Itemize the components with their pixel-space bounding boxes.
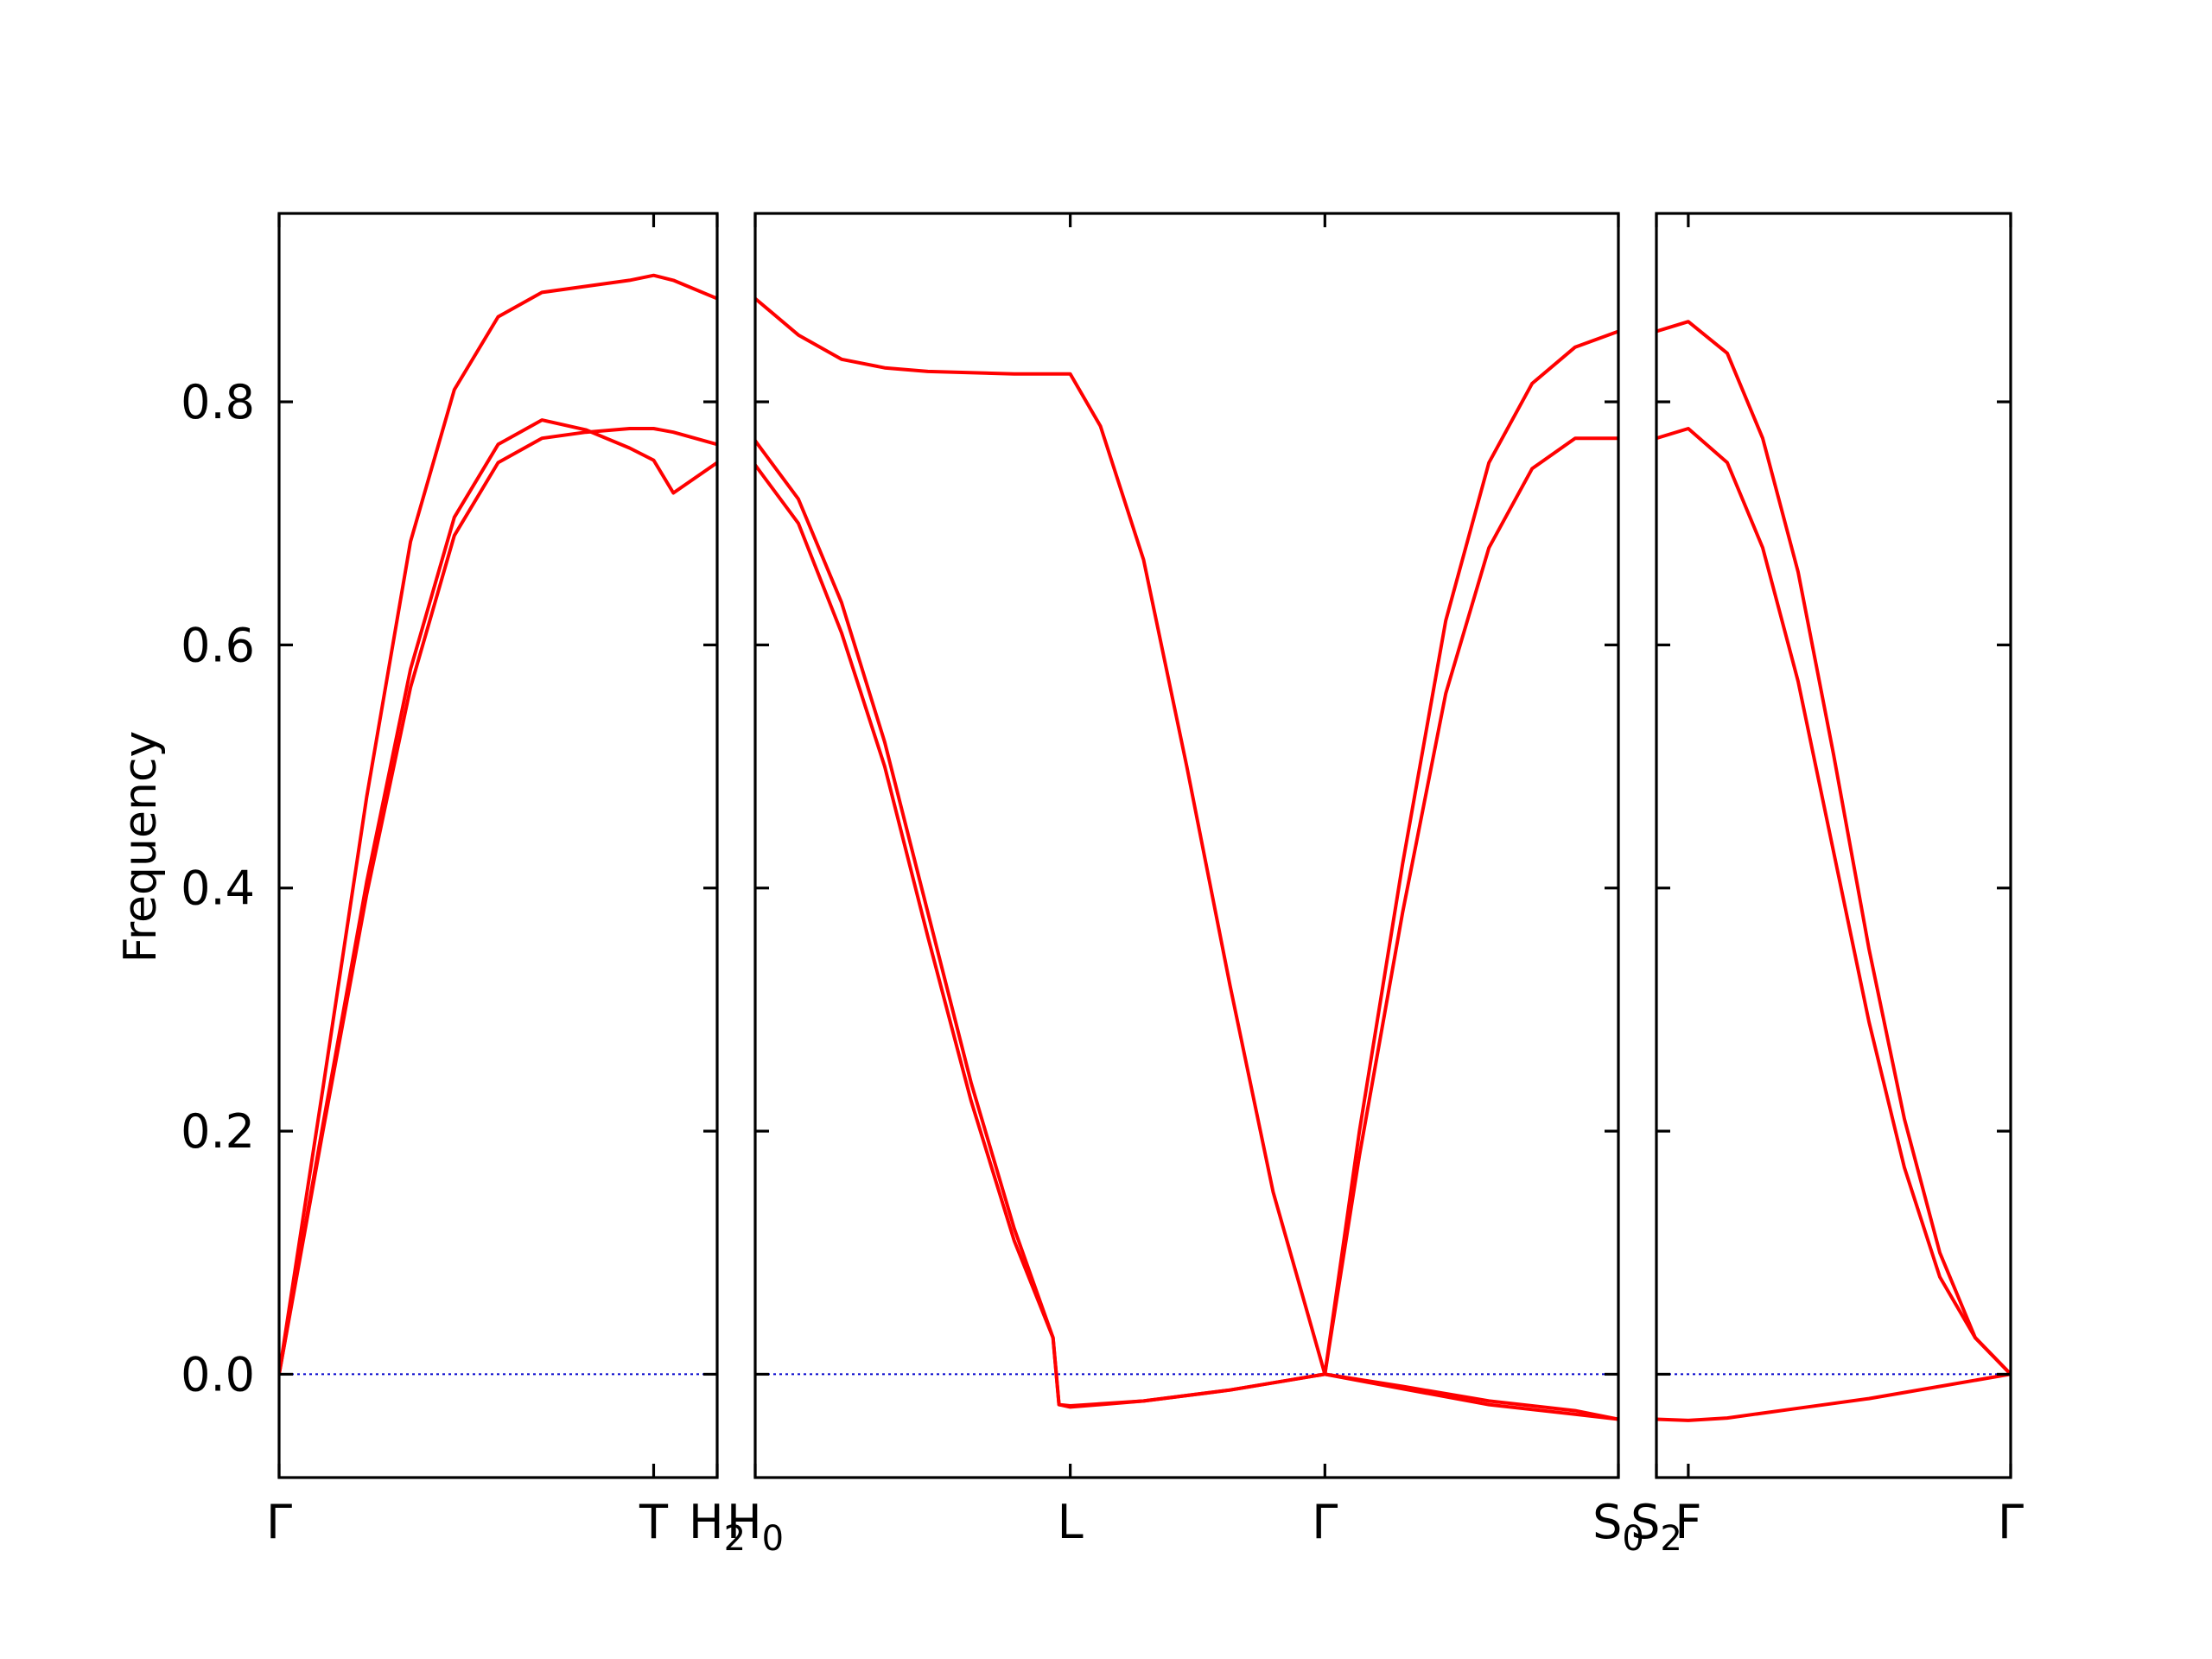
- panel-2: H0 L Γ S0: [727, 212, 1644, 1559]
- axes-frame: [1655, 212, 2012, 1479]
- y-tick-label: 0.8: [181, 375, 255, 429]
- x-tick-label-text: H: [727, 1495, 762, 1549]
- x-tick-label-text: Γ: [1312, 1495, 1338, 1549]
- x-tick-label: Γ: [1312, 1495, 1338, 1549]
- band-3: [755, 296, 1618, 1376]
- x-tick-label: L: [1058, 1495, 1084, 1549]
- x-tick-label-text: S: [1592, 1495, 1622, 1549]
- y-axis-label: Frequency: [115, 731, 167, 963]
- x-tick-label: Γ: [1998, 1495, 2024, 1549]
- x-tick-label: H0: [727, 1495, 784, 1559]
- x-tick-label: S2: [1630, 1495, 1682, 1559]
- bands: [755, 296, 1618, 1421]
- band-1: [755, 463, 1618, 1421]
- band-4: [1323, 329, 1618, 1376]
- band-1: [1656, 1372, 2011, 1422]
- panel-1: 0.00.20.40.60.8Γ T H2: [181, 212, 746, 1559]
- x-tick-label: S0: [1592, 1495, 1644, 1559]
- band-3: [1656, 320, 2011, 1376]
- axes-frame: [277, 212, 719, 1479]
- band-2: [755, 439, 1618, 1421]
- y-tick-label: 0.0: [181, 1347, 255, 1402]
- x-tick-label: T: [639, 1495, 669, 1549]
- x-tick-label-text: H: [689, 1495, 724, 1549]
- x-tick-label-text: Γ: [1998, 1495, 2024, 1549]
- y-tick-label: 0.4: [181, 861, 255, 916]
- x-tick-label-text: S: [1630, 1495, 1660, 1549]
- band-2: [279, 273, 717, 1376]
- panel-3: S2F Γ: [1630, 212, 2024, 1559]
- x-tick-label-text: L: [1058, 1495, 1084, 1549]
- band-1: [279, 418, 717, 1376]
- x-tick-label: H2: [689, 1495, 746, 1559]
- axes-frame: [753, 212, 1620, 1479]
- x-tick-label: Γ: [266, 1495, 292, 1549]
- x-tick-label-text: T: [639, 1495, 669, 1549]
- x-tick-label-subscript: 0: [762, 1519, 784, 1559]
- x-tick-label-subscript: 0: [1622, 1519, 1643, 1559]
- band-3: [279, 427, 717, 1376]
- x-tick-label-text: F: [1675, 1495, 1701, 1549]
- y-tick-label: 0.2: [181, 1104, 255, 1159]
- x-tick-label-subscript: 2: [724, 1519, 746, 1559]
- x-tick-label: F: [1675, 1495, 1701, 1549]
- bands: [1656, 320, 2011, 1422]
- band-2: [1656, 427, 2011, 1376]
- bands: [279, 273, 717, 1376]
- x-tick-label-text: Γ: [266, 1495, 292, 1549]
- y-tick-label: 0.6: [181, 618, 255, 672]
- x-tick-label-subscript: 2: [1660, 1519, 1681, 1559]
